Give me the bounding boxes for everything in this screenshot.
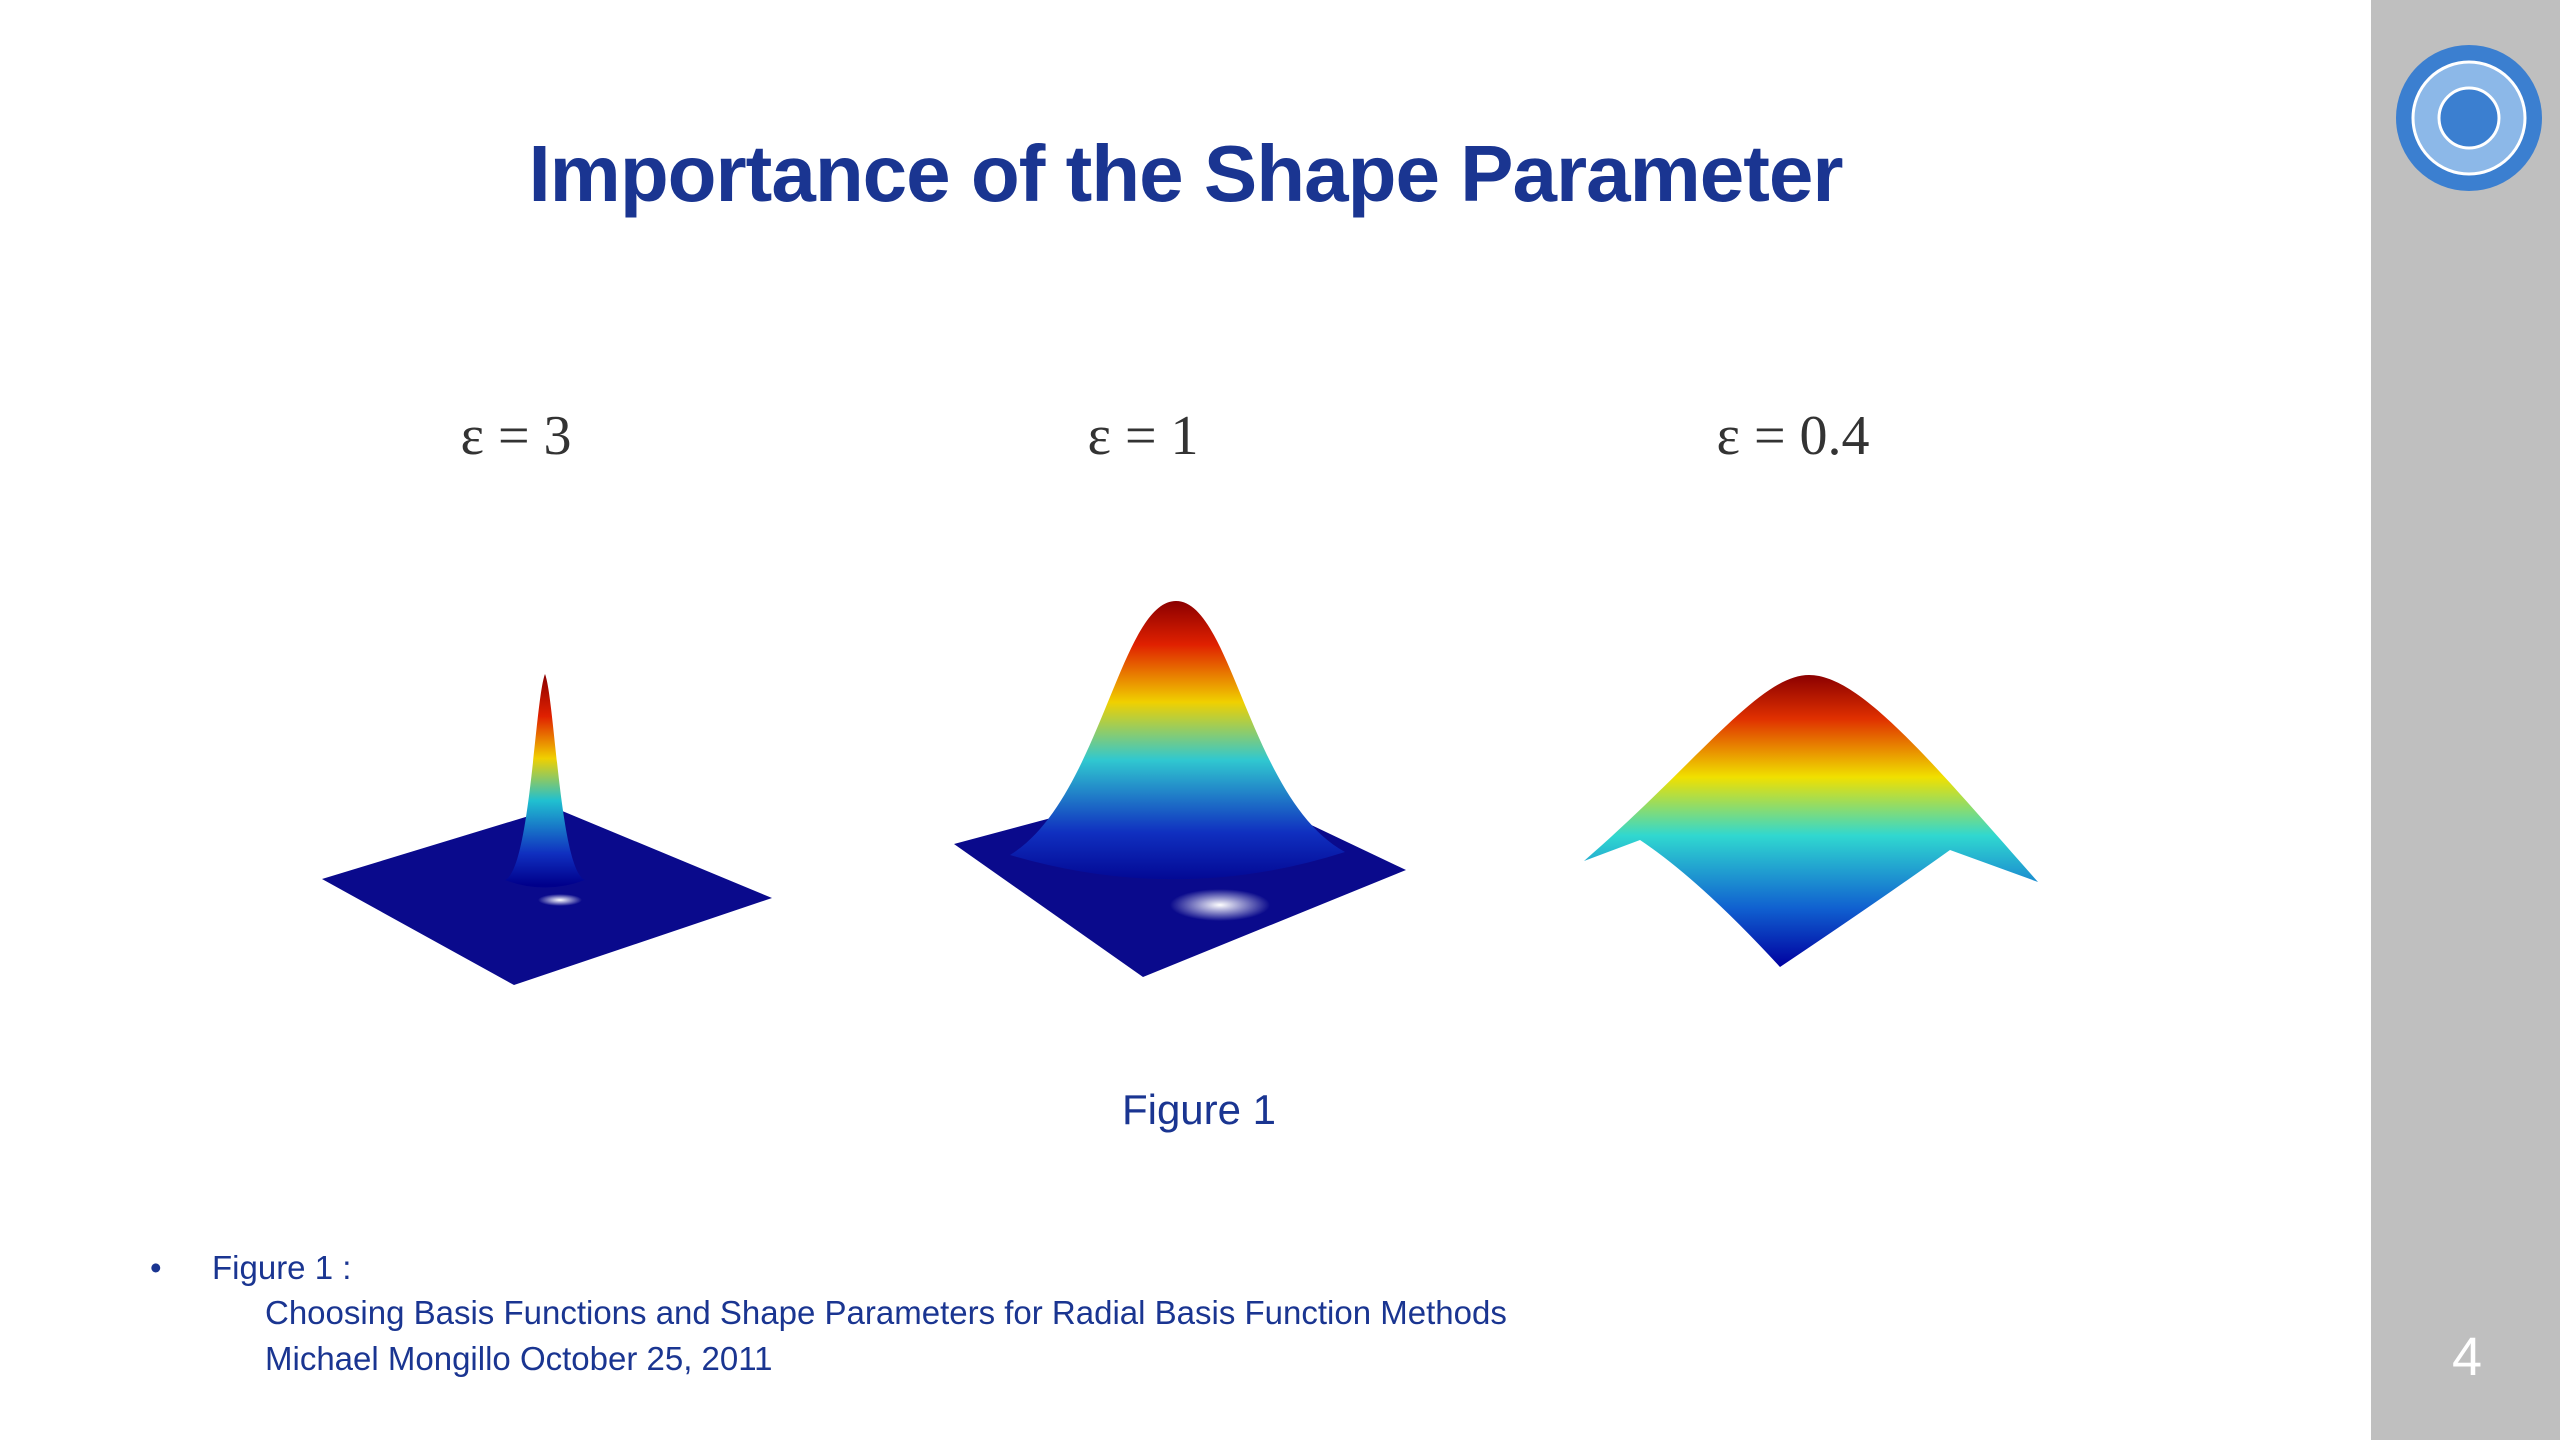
highlight: [1170, 889, 1270, 921]
note-bullet: Figure 1 :: [212, 1249, 352, 1286]
page-number: 4: [2451, 1327, 2483, 1387]
surface-peak: [505, 674, 585, 888]
note-line: Michael Mongillo October 25, 2011: [265, 1340, 773, 1377]
surface-peak: [1010, 601, 1345, 880]
panel-label: ε = 1: [1087, 405, 1199, 467]
panel-label: ε = 3: [460, 405, 572, 467]
logo-emblem: [2437, 86, 2501, 150]
highlight: [538, 894, 582, 906]
slide-title: Importance of the Shape Parameter: [528, 129, 1843, 218]
figure-caption: Figure 1: [1121, 1086, 1277, 1133]
note-line: Choosing Basis Functions and Shape Param…: [265, 1294, 1507, 1331]
surface-dome: [1584, 675, 2038, 967]
sidebar: [2371, 0, 2560, 1440]
panel-label: ε = 0.4: [1716, 405, 1870, 467]
bullet-dot: •: [150, 1249, 162, 1286]
